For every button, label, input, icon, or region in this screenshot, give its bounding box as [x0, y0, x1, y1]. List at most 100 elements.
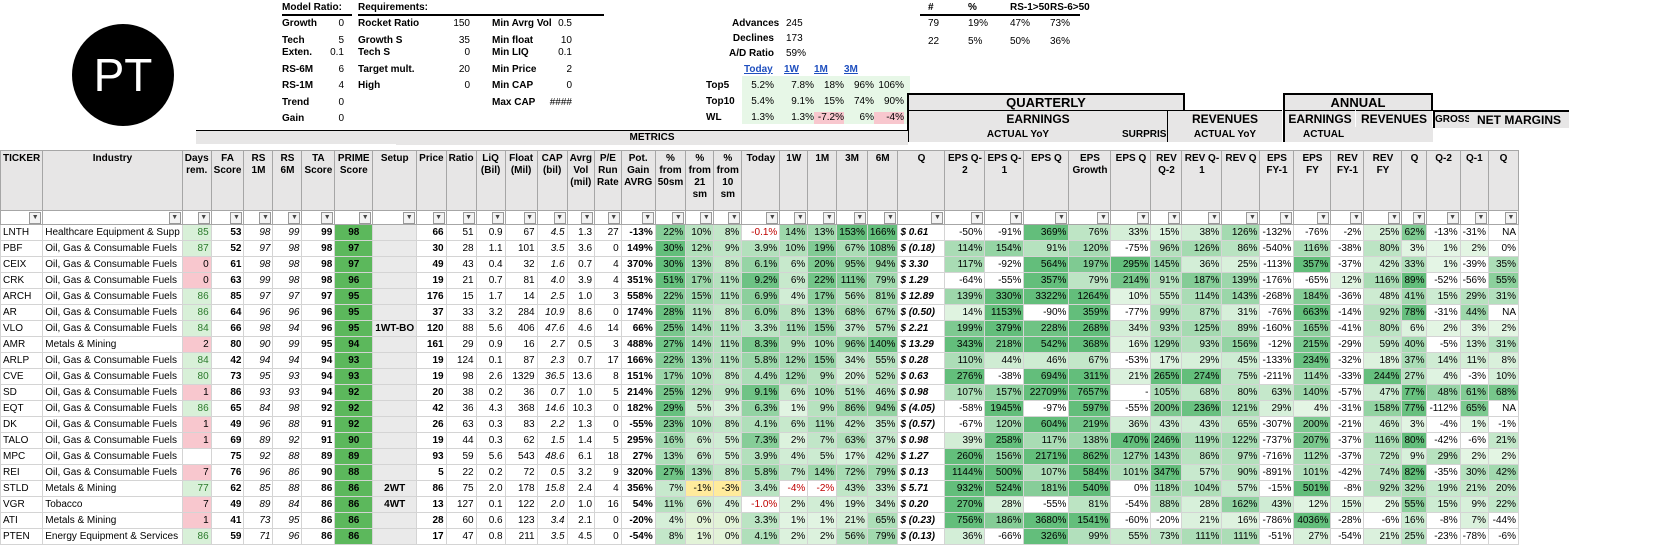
- table-cell: 78%: [1401, 304, 1428, 321]
- model-ratio-label: Trend: [282, 97, 310, 108]
- filter-dropdown-button[interactable]: ▼: [230, 212, 243, 224]
- filter-dropdown-button[interactable]: ▼: [432, 212, 445, 224]
- table-row[interactable]: STLD Metals & Mining 77 62 85 88 86 86 2WT 86 75 2.…: [0, 480, 1519, 497]
- table-row[interactable]: TALO Oil, Gas & Consumable Fuels 1 69 89 92 91…: [0, 432, 1519, 449]
- filter-dropdown-button[interactable]: ▼: [29, 212, 42, 224]
- table-row[interactable]: AMR Metals & Mining 2 80 90 99 95 94 161 29 0.9 16 2…: [0, 336, 1519, 353]
- filter-dropdown-button[interactable]: ▼: [728, 212, 741, 224]
- table-cell: -90%: [1023, 304, 1070, 321]
- table-row[interactable]: AR Oil, Gas & Consumable Fuels 86 64 96 96 96 9…: [0, 304, 1519, 321]
- filter-dropdown-button[interactable]: ▼: [1168, 212, 1181, 224]
- filter-dropdown-button[interactable]: ▼: [853, 212, 866, 224]
- table-row[interactable]: CEIX Oil, Gas & Consumable Fuels 0 61 98 98 98…: [0, 256, 1519, 273]
- filter-dropdown-button[interactable]: ▼: [766, 212, 779, 224]
- period-link-today[interactable]: Today: [744, 64, 773, 75]
- table-cell: 3.9: [566, 272, 596, 289]
- filter-dropdown-button[interactable]: ▼: [259, 212, 272, 224]
- table-row[interactable]: SD Oil, Gas & Consumable Fuels 1 86 93 93 94 92…: [0, 384, 1519, 401]
- filter-dropdown-button[interactable]: ▼: [1097, 212, 1110, 224]
- table-row[interactable]: ATI Metals & Mining 1 41 73 95 86 86 28 60 0.6 123 3…: [0, 512, 1519, 529]
- table-row[interactable]: MPC Oil, Gas & Consumable Fuels 75 92 88 89 89…: [0, 448, 1519, 465]
- filter-dropdown-button[interactable]: ▼: [931, 212, 944, 224]
- stats-header: RS-6>50: [1050, 2, 1090, 13]
- filter-dropdown-button[interactable]: ▼: [1055, 212, 1068, 224]
- filter-dropdown-button[interactable]: ▼: [403, 212, 416, 224]
- filter-dropdown-button[interactable]: ▼: [1208, 212, 1221, 224]
- table-cell: 17%: [654, 368, 687, 385]
- filter-dropdown-button[interactable]: ▼: [1388, 212, 1401, 224]
- filter-dropdown-button[interactable]: ▼: [1137, 212, 1150, 224]
- table-cell: 11%: [654, 496, 687, 513]
- filter-dropdown-button[interactable]: ▼: [1246, 212, 1259, 224]
- filter-dropdown-button[interactable]: ▼: [672, 212, 685, 224]
- column-header: EPS FY-1: [1259, 150, 1295, 211]
- table-cell: 0.3: [475, 432, 506, 449]
- table-row[interactable]: ARCH Oil, Gas & Consumable Fuels 86 85 97 97 9…: [0, 288, 1519, 305]
- table-cell: Oil, Gas & Consumable Fuels: [42, 400, 183, 417]
- table-row[interactable]: VGR Tobacco 7 49 89 84 86 86 4WT 13 127 0.1 122 2.0 1.…: [0, 496, 1519, 513]
- table-row[interactable]: ARLP Oil, Gas & Consumable Fuels 84 42 94 94 9…: [0, 352, 1519, 369]
- filter-dropdown-button[interactable]: ▼: [700, 212, 713, 224]
- table-row[interactable]: PTEN Energy Equipment & Services 86 59 71 96 8…: [0, 528, 1519, 545]
- filter-dropdown-button[interactable]: ▼: [491, 212, 504, 224]
- period-link-1m[interactable]: 1M: [814, 64, 828, 75]
- table-cell: 123: [504, 512, 538, 529]
- filter-dropdown-button[interactable]: ▼: [523, 212, 536, 224]
- filter-dropdown-button[interactable]: ▼: [641, 212, 654, 224]
- table-cell: -0.1%: [741, 224, 781, 241]
- period-link-3m[interactable]: 3M: [844, 64, 858, 75]
- table-cell: 95: [334, 288, 374, 305]
- table-row[interactable]: EQT Oil, Gas & Consumable Fuels 86 65 84 98 92…: [0, 400, 1519, 417]
- filter-dropdown-button[interactable]: ▼: [823, 212, 836, 224]
- table-row[interactable]: CVE Oil, Gas & Consumable Fuels 80 73 95 93 94…: [0, 368, 1519, 385]
- table-cell: 9.1%: [741, 384, 781, 401]
- filter-dropdown-button[interactable]: ▼: [288, 212, 301, 224]
- table-cell: 176: [416, 288, 447, 305]
- table-cell: 114%: [944, 240, 986, 257]
- table-cell: 265%: [1150, 368, 1183, 385]
- table-cell: 2%: [1488, 448, 1519, 465]
- filter-dropdown-button[interactable]: ▼: [1350, 212, 1363, 224]
- period-link-1w[interactable]: 1W: [784, 64, 799, 75]
- filter-dropdown-button[interactable]: ▼: [321, 212, 334, 224]
- model-ratio-value: 0.1: [330, 47, 344, 58]
- table-cell: 3.6: [566, 240, 596, 257]
- table-row[interactable]: CRK Oil, Gas & Consumable Fuels 0 63 99 98 98 9…: [0, 272, 1519, 289]
- filter-dropdown-button[interactable]: ▼: [462, 212, 475, 224]
- table-cell: VGR: [0, 496, 44, 513]
- filter-dropdown-button[interactable]: ▼: [581, 212, 594, 224]
- table-row[interactable]: PBF Oil, Gas & Consumable Fuels 87 52 97 98 98…: [0, 240, 1519, 257]
- filter-dropdown-button[interactable]: ▼: [1413, 212, 1426, 224]
- table-cell: -56%: [1459, 272, 1490, 289]
- table-row[interactable]: DK Oil, Gas & Consumable Fuels 1 49 96 88 91 92…: [0, 416, 1519, 433]
- filter-dropdown-button[interactable]: ▼: [1280, 212, 1293, 224]
- table-row[interactable]: VLO Oil, Gas & Consumable Fuels 84 66 98 94 96…: [0, 320, 1519, 337]
- table-cell: 368%: [1068, 336, 1112, 353]
- filter-cell: ▼: [334, 210, 374, 225]
- filter-dropdown-button[interactable]: ▼: [1475, 212, 1487, 224]
- filter-dropdown-button[interactable]: ▼: [884, 212, 897, 224]
- filter-dropdown-button[interactable]: ▼: [1317, 212, 1330, 224]
- filter-dropdown-button[interactable]: ▼: [794, 212, 807, 224]
- filter-dropdown-button[interactable]: ▼: [1505, 212, 1517, 224]
- filter-dropdown-button[interactable]: ▼: [607, 212, 620, 224]
- filter-dropdown-button[interactable]: ▼: [168, 212, 181, 224]
- filter-dropdown-button[interactable]: ▼: [971, 212, 984, 224]
- table-row[interactable]: LNTH Healthcare Equipment & Supp 85 53 98 99 9…: [0, 224, 1519, 241]
- filter-dropdown-button[interactable]: ▼: [1446, 212, 1459, 224]
- filter-cell: ▼: [1221, 210, 1261, 225]
- table-cell: 56%: [836, 288, 868, 305]
- table-cell: 17%: [836, 448, 868, 465]
- filter-dropdown-button[interactable]: ▼: [359, 212, 372, 224]
- filter-dropdown-button[interactable]: ▼: [197, 212, 210, 224]
- table-row[interactable]: REI Oil, Gas & Consumable Fuels 7 76 96 86 90 8…: [0, 464, 1519, 481]
- filter-dropdown-button[interactable]: ▼: [553, 212, 566, 224]
- table-cell: 13%: [685, 352, 715, 369]
- filter-dropdown-button[interactable]: ▼: [1010, 212, 1023, 224]
- table-cell: -211%: [1259, 368, 1295, 385]
- table-cell: 2.4: [566, 480, 596, 497]
- table-cell: 96: [334, 272, 374, 289]
- table-cell: [372, 368, 418, 385]
- table-cell: 86: [272, 464, 303, 481]
- table-cell: 46%: [1363, 416, 1403, 433]
